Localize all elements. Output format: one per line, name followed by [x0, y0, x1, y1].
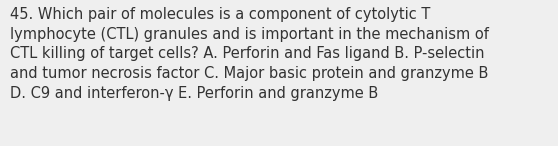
Text: 45. Which pair of molecules is a component of cytolytic T
lymphocyte (CTL) granu: 45. Which pair of molecules is a compone… [10, 7, 489, 101]
